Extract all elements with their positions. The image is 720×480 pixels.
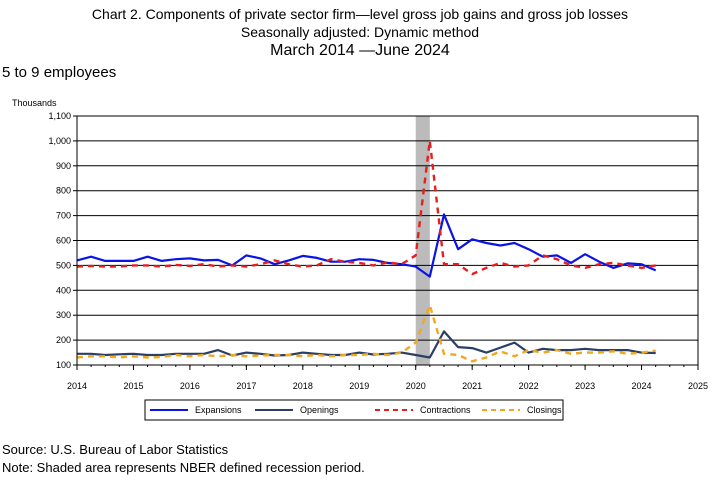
x-tick-label: 2020 (406, 381, 426, 391)
x-tick-label: 2024 (632, 381, 652, 391)
y-tick-label: 800 (56, 186, 71, 196)
x-tick-label: 2025 (688, 381, 708, 391)
x-tick-label: 2021 (462, 381, 482, 391)
legend-label-contractions: Contractions (420, 405, 471, 415)
legend-label-expansions: Expansions (195, 405, 242, 415)
series-line-closings (76, 304, 656, 363)
y-tick-label: 100 (56, 360, 71, 370)
y-axis-unit-label: Thousands (12, 98, 57, 108)
chart-title-line-1: Chart 2. Components of private sector fi… (91, 6, 629, 22)
x-tick-label: 2015 (123, 381, 143, 391)
series-layer (76, 139, 657, 363)
chart-title-line-3: March 2014 —June 2024 (270, 42, 450, 59)
y-tick-label: 1,100 (48, 111, 71, 121)
x-tick-label: 2019 (349, 381, 369, 391)
axis-layer: 100 200 300 400 500 600 700 800 900 1,000 1,100 201… (48, 111, 708, 391)
legend-box (144, 399, 564, 421)
x-tick-label: 2023 (575, 381, 595, 391)
series-line-contractions (76, 139, 656, 276)
y-tick-label: 1,000 (48, 136, 71, 146)
recession-note: Note: Shaded area represents NBER define… (2, 460, 365, 475)
y-tick-label: 300 (56, 310, 71, 320)
y-tick-label: 400 (56, 285, 71, 295)
y-tick-label: 200 (56, 335, 71, 345)
legend-label-closings: Closings (527, 405, 562, 415)
source-note: Source: U.S. Bureau of Labor Statistics (2, 442, 229, 457)
chart-subtitle: 5 to 9 employees (2, 64, 117, 81)
x-tick-label: 2018 (293, 381, 313, 391)
x-tick-label: 2022 (519, 381, 539, 391)
x-tick-label: 2014 (67, 381, 87, 391)
y-tick-label: 500 (56, 260, 71, 270)
series-line-expansions (76, 213, 657, 278)
y-tick-label: 600 (56, 236, 71, 246)
x-tick-label: 2017 (236, 381, 256, 391)
chart-title-line-2: Seasonally adjusted: Dynamic method (240, 24, 480, 40)
x-tick-label: 2016 (180, 381, 200, 391)
plot-frame (76, 115, 699, 366)
legend: Expansions Openings Contractions Closings (144, 399, 564, 421)
grid-layer (77, 115, 698, 366)
legend-label-openings: Openings (300, 405, 339, 415)
y-tick-label: 700 (56, 211, 71, 221)
y-tick-label: 900 (56, 161, 71, 171)
